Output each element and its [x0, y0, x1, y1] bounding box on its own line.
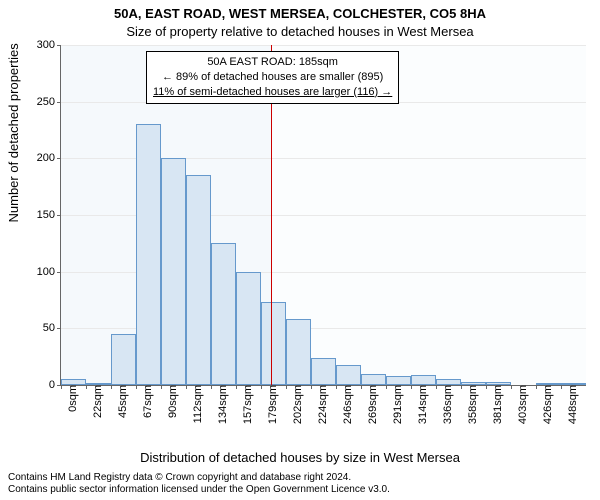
histogram-bar: [111, 334, 136, 385]
histogram-bar: [261, 302, 286, 385]
info-box-line1: 50A EAST ROAD: 185sqm: [153, 55, 392, 70]
y-tick-label: 150: [37, 209, 61, 221]
histogram-bar: [161, 158, 186, 385]
footer-line1: Contains HM Land Registry data © Crown c…: [8, 472, 592, 484]
gridline: [61, 45, 586, 46]
x-tick-mark: [286, 385, 287, 389]
x-tick-label: 426sqm: [540, 385, 554, 424]
x-tick-mark: [436, 385, 437, 389]
chart-container: 50A, EAST ROAD, WEST MERSEA, COLCHESTER,…: [0, 0, 600, 500]
x-tick-mark: [136, 385, 137, 389]
x-tick-mark: [561, 385, 562, 389]
plot-area: 0501001502002503000sqm22sqm45sqm67sqm90s…: [60, 45, 586, 386]
x-tick-label: 45sqm: [115, 385, 129, 418]
histogram-bar: [136, 124, 161, 385]
histogram-bar: [311, 358, 336, 385]
y-axis-label: Number of detached properties: [6, 43, 21, 222]
x-tick-mark: [261, 385, 262, 389]
x-tick-mark: [311, 385, 312, 389]
y-tick-label: 200: [37, 152, 61, 164]
x-tick-mark: [511, 385, 512, 389]
histogram-bar: [411, 375, 436, 385]
x-tick-label: 134sqm: [215, 385, 229, 424]
chart-title-line2: Size of property relative to detached ho…: [0, 24, 600, 39]
x-tick-label: 112sqm: [190, 385, 204, 423]
x-tick-mark: [111, 385, 112, 389]
histogram-bar: [211, 243, 236, 385]
x-tick-mark: [161, 385, 162, 389]
info-box: 50A EAST ROAD: 185sqm← 89% of detached h…: [146, 51, 399, 104]
x-tick-label: 224sqm: [315, 385, 329, 424]
x-tick-label: 291sqm: [390, 385, 404, 424]
x-tick-mark: [61, 385, 62, 389]
x-tick-label: 381sqm: [490, 385, 504, 424]
histogram-bar: [286, 319, 311, 385]
footer-attribution: Contains HM Land Registry data © Crown c…: [8, 472, 592, 496]
x-tick-mark: [486, 385, 487, 389]
histogram-bar: [361, 374, 386, 385]
x-tick-mark: [361, 385, 362, 389]
x-tick-mark: [186, 385, 187, 389]
x-tick-label: 358sqm: [465, 385, 479, 424]
footer-line2: Contains public sector information licen…: [8, 484, 592, 496]
histogram-bar: [236, 272, 261, 385]
x-tick-label: 157sqm: [240, 385, 254, 424]
x-tick-label: 0sqm: [65, 385, 79, 412]
info-box-line3: 11% of semi-detached houses are larger (…: [153, 85, 392, 100]
x-tick-label: 246sqm: [340, 385, 354, 424]
x-tick-label: 67sqm: [140, 385, 154, 418]
x-tick-label: 202sqm: [290, 385, 304, 424]
x-tick-mark: [461, 385, 462, 389]
x-tick-mark: [386, 385, 387, 389]
x-tick-label: 314sqm: [415, 385, 429, 424]
x-axis-label: Distribution of detached houses by size …: [0, 450, 600, 465]
y-tick-label: 100: [37, 266, 61, 278]
histogram-bar: [186, 175, 211, 385]
y-tick-label: 250: [37, 96, 61, 108]
x-tick-label: 403sqm: [515, 385, 529, 424]
x-tick-label: 22sqm: [90, 385, 104, 418]
x-tick-label: 179sqm: [265, 385, 279, 424]
x-tick-mark: [536, 385, 537, 389]
x-tick-mark: [336, 385, 337, 389]
y-tick-label: 300: [37, 39, 61, 51]
histogram-bar: [336, 365, 361, 385]
x-tick-label: 269sqm: [365, 385, 379, 424]
x-tick-mark: [236, 385, 237, 389]
histogram-bar: [386, 376, 411, 385]
info-box-line2: ← 89% of detached houses are smaller (89…: [153, 70, 392, 85]
x-tick-label: 448sqm: [565, 385, 579, 424]
x-tick-mark: [411, 385, 412, 389]
y-tick-label: 0: [49, 379, 61, 391]
y-tick-label: 50: [43, 322, 61, 334]
chart-title-line1: 50A, EAST ROAD, WEST MERSEA, COLCHESTER,…: [0, 6, 600, 21]
x-tick-mark: [211, 385, 212, 389]
x-tick-label: 336sqm: [440, 385, 454, 424]
x-tick-label: 90sqm: [165, 385, 179, 418]
x-tick-mark: [86, 385, 87, 389]
